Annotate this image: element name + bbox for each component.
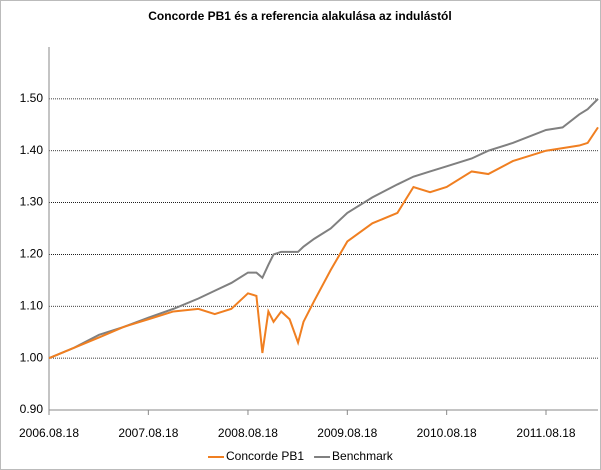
y-tick-label: 1.10 (20, 298, 44, 312)
y-tick-label: 1.30 (20, 195, 44, 209)
y-tick-label: 1.50 (20, 91, 44, 105)
x-tick-label: 2006.08.18 (19, 426, 79, 440)
series-line (48, 98, 599, 360)
x-tick-label: 2010.08.18 (417, 426, 477, 440)
y-tick-label: 1.20 (20, 247, 44, 261)
x-tick-label: 2008.08.18 (218, 426, 278, 440)
legend-label: Benchmark (332, 449, 394, 463)
legend-label: Concorde PB1 (226, 449, 304, 463)
series-line (48, 126, 599, 360)
x-tick-label: 2011.08.18 (516, 426, 575, 440)
y-tick-label: 1.00 (20, 350, 44, 364)
y-tick-label: 1.40 (20, 143, 44, 157)
y-tick-label: 0.90 (20, 402, 44, 416)
chart-title: Concorde PB1 és a referencia alakulása a… (148, 9, 451, 23)
x-tick-label: 2007.08.18 (118, 426, 178, 440)
x-tick-label: 2009.08.18 (317, 426, 377, 440)
